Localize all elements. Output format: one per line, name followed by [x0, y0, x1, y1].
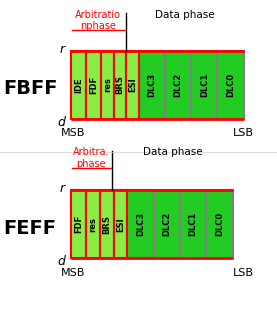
- Text: DLC3: DLC3: [136, 212, 145, 236]
- FancyBboxPatch shape: [165, 51, 191, 119]
- Text: d: d: [57, 115, 65, 129]
- FancyBboxPatch shape: [100, 190, 114, 258]
- FancyBboxPatch shape: [126, 51, 138, 119]
- FancyBboxPatch shape: [138, 51, 165, 119]
- Text: DLC0: DLC0: [226, 73, 235, 97]
- FancyBboxPatch shape: [127, 190, 154, 258]
- Text: DLC1: DLC1: [189, 212, 198, 236]
- FancyBboxPatch shape: [86, 190, 100, 258]
- Text: Arbitra.
phase: Arbitra. phase: [73, 147, 110, 169]
- Text: LSB: LSB: [233, 128, 254, 139]
- Text: Data phase: Data phase: [143, 147, 202, 158]
- FancyBboxPatch shape: [191, 51, 217, 119]
- Text: MSB: MSB: [61, 128, 86, 139]
- Text: DLC2: DLC2: [173, 73, 183, 97]
- Text: d: d: [57, 255, 65, 268]
- Text: BRS: BRS: [102, 215, 111, 234]
- FancyBboxPatch shape: [101, 51, 114, 119]
- FancyBboxPatch shape: [71, 190, 86, 258]
- Text: DLC2: DLC2: [162, 212, 171, 236]
- Text: FDF: FDF: [89, 76, 98, 94]
- Text: BRS: BRS: [115, 75, 124, 94]
- Text: FBFF: FBFF: [3, 79, 57, 98]
- Text: res: res: [88, 217, 97, 232]
- FancyBboxPatch shape: [71, 51, 86, 119]
- FancyBboxPatch shape: [180, 190, 206, 258]
- FancyBboxPatch shape: [114, 51, 126, 119]
- Text: FEFF: FEFF: [3, 219, 56, 238]
- FancyBboxPatch shape: [217, 51, 244, 119]
- Text: IDE: IDE: [74, 77, 83, 93]
- Text: FDF: FDF: [74, 215, 83, 233]
- Text: res: res: [103, 77, 112, 92]
- FancyBboxPatch shape: [86, 51, 101, 119]
- Text: r: r: [60, 182, 65, 195]
- Text: ESI: ESI: [116, 217, 125, 232]
- Text: Arbitratio
nphase: Arbitratio nphase: [75, 10, 121, 31]
- FancyBboxPatch shape: [154, 190, 180, 258]
- Text: DLC1: DLC1: [200, 73, 209, 97]
- Text: Data phase: Data phase: [155, 10, 215, 20]
- Text: ESI: ESI: [128, 77, 137, 92]
- Text: LSB: LSB: [233, 268, 254, 278]
- Text: DLC0: DLC0: [215, 212, 224, 236]
- Text: MSB: MSB: [61, 268, 86, 278]
- FancyBboxPatch shape: [206, 190, 233, 258]
- FancyBboxPatch shape: [114, 190, 127, 258]
- Text: DLC3: DLC3: [147, 73, 156, 97]
- Text: r: r: [60, 42, 65, 56]
